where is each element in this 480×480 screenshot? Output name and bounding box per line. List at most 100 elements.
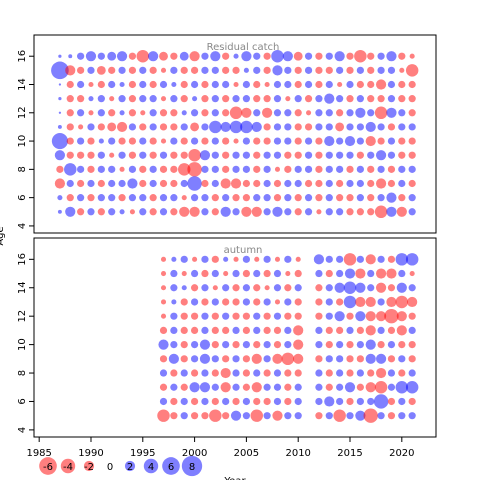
bubble xyxy=(395,381,409,394)
bubble xyxy=(356,165,364,173)
bubble xyxy=(272,353,283,364)
bubble xyxy=(222,355,230,363)
bubble xyxy=(251,353,262,364)
bubble xyxy=(367,369,375,377)
bubble xyxy=(398,109,406,117)
bubble xyxy=(325,151,333,159)
bubble xyxy=(222,109,230,117)
bubble xyxy=(159,326,168,334)
bubble xyxy=(346,341,354,349)
bubble xyxy=(408,369,416,377)
bubble xyxy=(336,194,344,202)
x-tick-label: 1995 xyxy=(130,448,155,459)
bubble xyxy=(242,326,250,334)
bubble xyxy=(242,80,250,89)
bubble xyxy=(128,137,137,145)
x-tick-label: 1985 xyxy=(26,448,51,459)
legend-label: -4 xyxy=(63,462,73,473)
bubble xyxy=(242,284,250,292)
bubble xyxy=(284,165,292,173)
bubble xyxy=(344,135,356,147)
y-tick-label: 6 xyxy=(17,398,28,404)
bubble xyxy=(190,326,199,334)
bubble xyxy=(189,206,200,217)
bubble xyxy=(149,179,157,188)
bubble xyxy=(356,341,364,349)
bubble xyxy=(119,110,125,116)
bubble xyxy=(304,52,313,60)
bubble xyxy=(253,312,261,320)
bubble xyxy=(386,268,397,279)
bubble xyxy=(374,106,388,120)
bubble xyxy=(211,397,219,406)
bubble xyxy=(294,194,302,202)
bubble xyxy=(294,80,302,89)
bubble xyxy=(313,254,325,265)
bubble xyxy=(315,52,323,60)
bubble xyxy=(264,81,270,88)
bubble xyxy=(209,409,222,422)
bubble xyxy=(409,53,415,59)
bubble xyxy=(336,66,344,74)
bubble xyxy=(387,80,396,89)
bubble xyxy=(273,312,282,320)
bubble xyxy=(398,269,406,278)
bubble xyxy=(356,151,364,159)
bubble xyxy=(273,369,282,377)
bubble xyxy=(337,81,343,88)
bubble xyxy=(315,151,323,159)
bubble xyxy=(222,137,230,145)
bubble xyxy=(356,66,364,74)
bubble xyxy=(387,326,396,334)
bubble xyxy=(264,285,270,291)
bubble xyxy=(251,382,262,393)
bubble xyxy=(346,179,354,188)
bubble xyxy=(149,80,157,89)
bubble xyxy=(284,326,292,334)
bubble xyxy=(274,256,281,262)
bubble xyxy=(118,194,126,202)
bubble xyxy=(242,369,250,377)
bubble xyxy=(211,312,219,320)
bubble xyxy=(272,206,283,217)
bubble xyxy=(242,151,250,159)
bubble xyxy=(97,80,105,89)
bubble xyxy=(211,369,219,377)
bubble xyxy=(148,51,159,62)
bubble xyxy=(263,151,271,159)
panel-title: Residual catch xyxy=(207,42,280,53)
bubble xyxy=(375,268,387,279)
bubble xyxy=(346,355,354,363)
bubble xyxy=(77,208,85,216)
bubble xyxy=(346,52,354,60)
bubble xyxy=(263,369,271,377)
bubble xyxy=(399,67,405,73)
bubble xyxy=(222,312,230,320)
bubble xyxy=(170,95,178,103)
bubble xyxy=(242,397,250,406)
bubble xyxy=(211,255,219,263)
bubble xyxy=(199,353,211,364)
bubble xyxy=(356,194,364,202)
bubble xyxy=(232,165,240,173)
bubble xyxy=(211,326,219,334)
bubble xyxy=(170,194,178,202)
bubble xyxy=(220,367,231,379)
bubble xyxy=(253,269,261,278)
x-tick-label: 2000 xyxy=(182,448,207,459)
y-tick-label: 12 xyxy=(17,106,28,119)
bubble xyxy=(211,341,219,349)
bubble xyxy=(253,66,261,74)
bubble xyxy=(187,176,202,191)
bubble xyxy=(118,179,126,188)
bubble xyxy=(108,109,116,117)
bubble xyxy=(377,298,385,306)
bubble xyxy=(284,341,292,349)
bubble xyxy=(66,123,74,131)
bubble xyxy=(284,179,292,188)
bubble xyxy=(408,412,416,420)
bubble xyxy=(335,122,345,132)
bubble xyxy=(346,208,354,216)
bubble xyxy=(365,382,376,393)
bubble xyxy=(387,284,396,292)
